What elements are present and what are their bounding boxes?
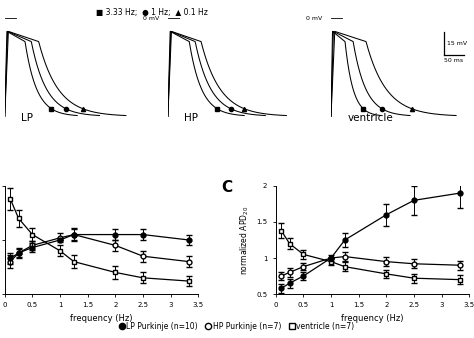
Y-axis label: normalized APD$_{20}$: normalized APD$_{20}$: [238, 206, 251, 274]
Legend: LP Purkinje (n=10), HP Purkinje (n=7), ventricle (n=7): LP Purkinje (n=10), HP Purkinje (n=7), v…: [117, 319, 357, 334]
Text: C: C: [221, 180, 233, 195]
Text: 0 mV: 0 mV: [307, 16, 323, 21]
X-axis label: frequency (Hz): frequency (Hz): [70, 314, 133, 323]
Text: 50 ms: 50 ms: [445, 58, 464, 63]
Text: LP: LP: [21, 113, 33, 123]
X-axis label: frequency (Hz): frequency (Hz): [341, 314, 404, 323]
Text: ventricle: ventricle: [347, 113, 393, 123]
Text: ■ 3.33 Hz;  ● 1 Hz;  ▲ 0.1 Hz: ■ 3.33 Hz; ● 1 Hz; ▲ 0.1 Hz: [96, 8, 208, 18]
Text: 15 mV: 15 mV: [447, 41, 467, 46]
Text: HP: HP: [184, 113, 199, 123]
Text: 0 mV: 0 mV: [143, 16, 160, 21]
